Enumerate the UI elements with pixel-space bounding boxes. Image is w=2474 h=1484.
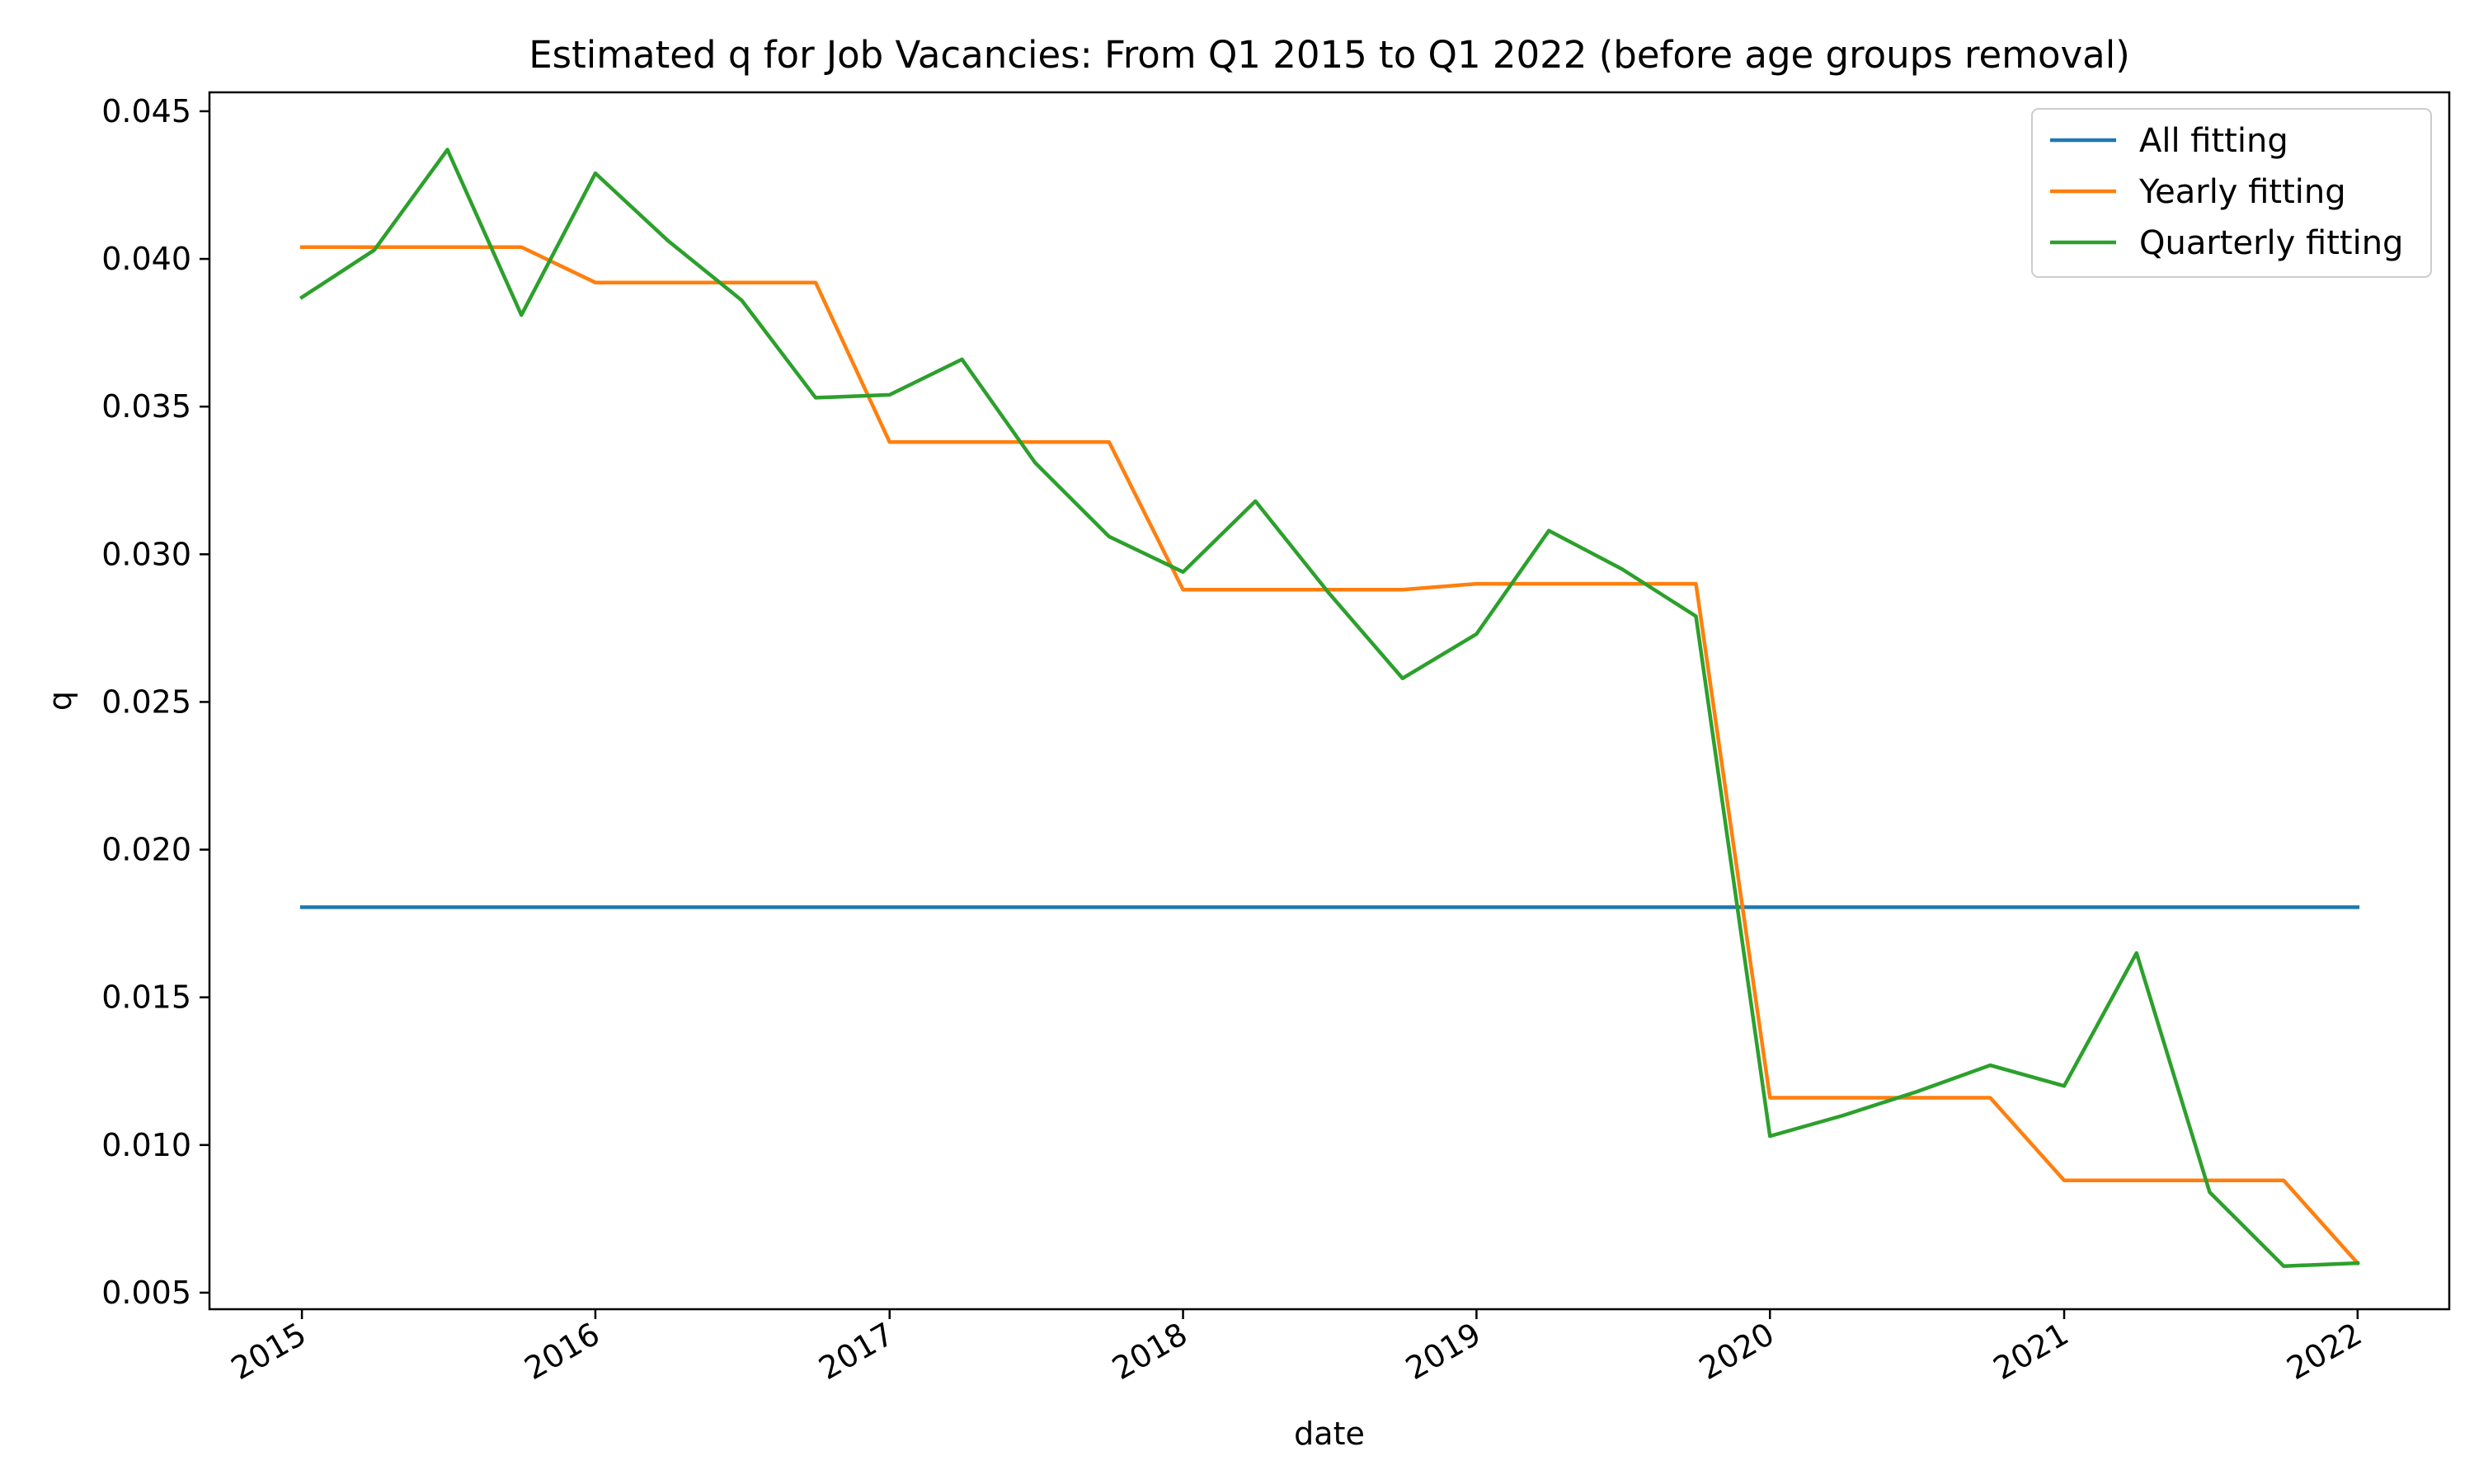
legend-label-quarterly-fitting: Quarterly fitting [2139,224,2403,262]
y-tick-label: 0.040 [101,241,191,277]
plot-area [209,92,2449,1309]
y-tick-label: 0.020 [101,832,191,868]
y-tick-label: 0.025 [101,683,191,720]
plot-background [209,92,2449,1309]
y-axis-label: q [42,691,78,711]
x-axis-label: date [1294,1416,1365,1452]
y-tick-label: 0.045 [101,93,191,129]
legend: All fitting Yearly fitting Quarterly fitti… [2031,108,2432,278]
y-tick-label: 0.035 [101,388,191,425]
y-tick-label: 0.015 [101,979,191,1016]
series-line-quarterly-fitting [299,148,2360,1268]
axes-layer [208,91,2451,1311]
y-tick-label: 0.030 [101,536,191,572]
chart-title: Estimated q for Job Vacancies: From Q1 2… [529,33,2130,77]
axes-frame [208,91,2451,1311]
legend-box [2031,108,2432,278]
y-tick-label: 0.005 [101,1275,191,1311]
legend-label-yearly-fitting: Yearly fitting [2138,173,2346,211]
legend-label-all-fitting: All fitting [2139,122,2288,160]
series-layer [299,148,2361,1268]
y-tick-label: 0.010 [101,1127,191,1163]
